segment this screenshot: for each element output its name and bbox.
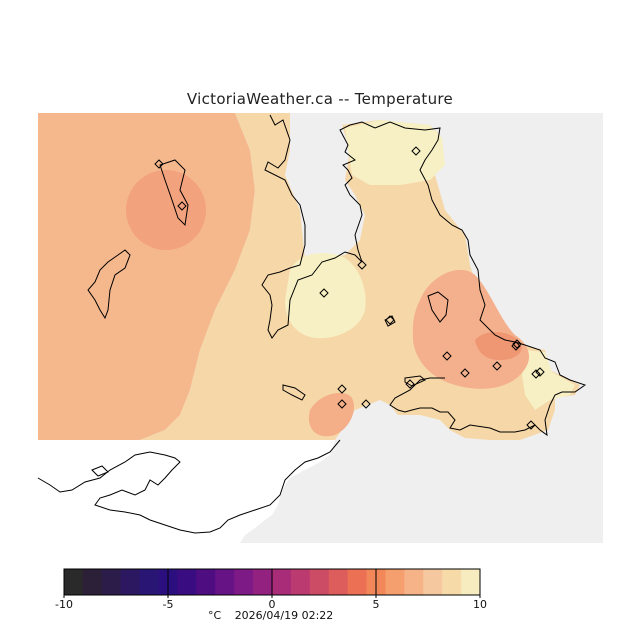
temp-zone-warm-south	[308, 392, 355, 437]
coastlines	[37, 114, 587, 534]
olympic-peninsula	[38, 440, 335, 543]
station-marker	[512, 339, 522, 349]
map-title: VictoriaWeather.ca -- Temperature	[186, 90, 454, 108]
temp-zone-warm-west	[126, 170, 206, 250]
station-marker	[385, 315, 395, 325]
timestamp: 2026/04/19 02:22	[234, 609, 334, 622]
colorbar-segment	[461, 569, 481, 595]
station-marker	[177, 201, 187, 211]
temp-zone-cool-east	[522, 350, 575, 410]
colorbar-tick-label: 5	[372, 598, 380, 611]
colorbar-segment	[139, 569, 159, 595]
temp-zone-cool-north	[345, 120, 445, 185]
colorbar-segment	[328, 569, 349, 595]
colorbar-tick-label: -5	[162, 598, 174, 611]
station-marker	[405, 379, 415, 389]
station-marker	[337, 399, 347, 409]
station-marker	[460, 368, 470, 378]
colorbar-segment	[253, 569, 273, 595]
colorbar-segment	[120, 569, 141, 595]
colorbar-segment	[272, 569, 292, 595]
colorbar-segment	[290, 569, 311, 595]
colorbar-segment	[309, 569, 330, 595]
station-marker	[337, 384, 347, 394]
colorbar-segment	[385, 569, 405, 595]
station-marker	[531, 369, 541, 379]
colorbar-tick-label: -10	[55, 598, 73, 611]
station-marker	[442, 351, 452, 361]
station-marker	[526, 420, 536, 430]
station-marker	[492, 361, 502, 371]
station-marker	[361, 399, 371, 409]
station-marker	[154, 159, 164, 169]
station-marker	[411, 146, 421, 156]
colorbar-segment	[64, 569, 84, 595]
station-marker	[319, 288, 329, 298]
station-marker	[357, 260, 367, 270]
colorbar-caption: °C 2026/04/19 02:22	[208, 609, 333, 622]
colorbar-segment	[82, 569, 103, 595]
colorbar-segment	[423, 569, 443, 595]
colorbar-segment	[234, 569, 254, 595]
colorbar-tick-label: 10	[473, 598, 487, 611]
station-markers	[154, 146, 545, 430]
colorbar-tick-label: 0	[268, 598, 276, 611]
temp-zone-hot-spot	[475, 331, 522, 360]
colorbar-segment	[177, 569, 197, 595]
colorbar-segment	[196, 569, 216, 595]
colorbar-segment	[215, 569, 235, 595]
colorbar-segment	[442, 569, 462, 595]
colorbar-segment	[101, 569, 122, 595]
unit-label: °C	[208, 609, 222, 622]
colorbar-segment	[347, 569, 367, 595]
colorbar-segment	[404, 569, 424, 595]
station-marker	[535, 367, 545, 377]
